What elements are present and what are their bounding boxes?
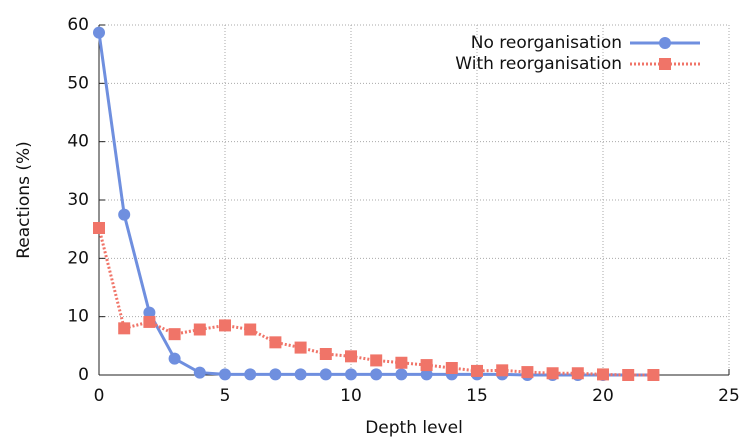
y-tick-label: 60: [67, 15, 89, 35]
y-tick-label: 30: [67, 190, 89, 210]
marker: [521, 366, 534, 379]
y-tick-label: 50: [67, 73, 89, 93]
x-tick-label: 20: [592, 386, 614, 406]
marker: [647, 369, 660, 381]
marker: [622, 369, 635, 381]
y-tick-label: 0: [78, 365, 89, 385]
series-line: [97, 32, 654, 377]
marker: [597, 368, 609, 381]
marker: [193, 366, 206, 379]
marker: [219, 368, 231, 381]
marker: [219, 319, 231, 332]
y-axis-label: Reactions (%): [14, 141, 34, 259]
legend-marker: [659, 58, 671, 70]
marker: [370, 368, 383, 381]
x-tick-label: 15: [466, 386, 488, 406]
marker: [319, 368, 332, 381]
marker: [244, 368, 257, 381]
marker: [546, 367, 559, 380]
marker: [244, 323, 257, 336]
x-tick-label: 5: [220, 386, 231, 406]
legend-label: No reorganisation: [471, 33, 622, 53]
marker: [143, 315, 156, 328]
marker: [395, 356, 408, 369]
marker: [118, 208, 131, 221]
marker: [294, 341, 307, 354]
marker: [496, 364, 509, 377]
marker: [420, 359, 433, 372]
marker: [93, 222, 105, 234]
marker: [168, 328, 181, 341]
marker: [143, 306, 156, 319]
legend-label: With reorganisation: [455, 54, 622, 74]
marker: [395, 368, 408, 381]
marker: [370, 354, 383, 367]
series-line: [97, 227, 654, 377]
x-tick-label: 0: [94, 386, 105, 406]
x-tick-label: 10: [340, 386, 362, 406]
x-tick-label: 25: [718, 386, 740, 406]
marker: [345, 368, 357, 381]
legend-marker: [659, 37, 671, 49]
marker: [294, 368, 307, 381]
marker: [345, 350, 357, 363]
marker: [118, 322, 131, 335]
marker: [571, 367, 584, 380]
marker: [445, 362, 458, 374]
marker: [471, 364, 483, 377]
marker: [193, 323, 206, 336]
marker: [168, 352, 181, 365]
y-tick-label: 20: [67, 248, 89, 268]
marker: [420, 368, 433, 381]
marker: [319, 348, 332, 360]
marker: [269, 368, 282, 381]
marker: [269, 336, 282, 349]
x-axis-label: Depth level: [365, 418, 463, 438]
y-tick-label: 40: [67, 132, 89, 152]
y-tick-label: 10: [67, 307, 89, 327]
marker: [93, 26, 105, 39]
